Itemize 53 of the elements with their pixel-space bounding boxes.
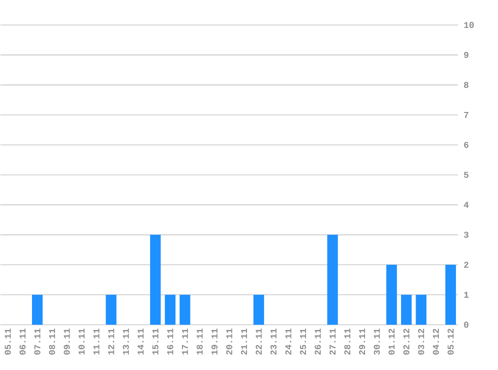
y-tick-label: 2: [464, 262, 468, 268]
x-tick-label: 03.12: [418, 328, 424, 355]
bar: [327, 234, 338, 325]
bar: [401, 294, 412, 325]
x-tick-label: 12.11: [108, 328, 114, 355]
bar: [32, 294, 43, 325]
y-tick-label: 4: [464, 202, 469, 208]
x-tick-label: 20.11: [226, 328, 232, 355]
x-tick-label: 02.12: [403, 328, 410, 355]
x-tick-label: 10.11: [78, 328, 85, 355]
x-tick-label: 21.11: [240, 328, 247, 355]
x-tick-label: 24.11: [285, 328, 292, 355]
x-tick-label: 15.11: [152, 328, 158, 355]
x-tick-label: 26.11: [314, 328, 321, 355]
x-tick-label: 18.11: [196, 328, 203, 355]
x-tick-label: 05.11: [4, 328, 11, 355]
x-tick-label: 16.11: [167, 328, 174, 355]
x-tick-label: 05.12: [448, 328, 454, 355]
x-tick-label: 14.11: [138, 328, 144, 355]
y-tick-label: 0: [464, 322, 468, 328]
bar: [416, 294, 426, 325]
x-tick-label: 08.11: [49, 328, 56, 355]
y-tick-label: 3: [464, 232, 468, 238]
bar: [253, 294, 264, 325]
y-tick-label: 8: [464, 82, 468, 88]
y-tick-label: 5: [464, 172, 468, 178]
x-tick-label: 30.11: [374, 328, 380, 355]
bar: [445, 264, 456, 325]
y-tick-label: 6: [464, 142, 468, 148]
bar: [150, 234, 161, 325]
y-tick-label: 1: [464, 292, 469, 298]
x-tick-label: 25.11: [300, 328, 306, 355]
x-tick-label: 01.12: [388, 328, 395, 355]
y-tick-label: 9: [464, 52, 468, 58]
bar: [106, 294, 116, 325]
bar: [180, 294, 190, 325]
x-tick-label: 19.11: [211, 328, 218, 355]
x-tick-label: 17.11: [182, 328, 188, 355]
x-tick-label: 27.11: [330, 328, 336, 355]
x-tick-label: 28.11: [344, 328, 350, 355]
y-tick-label: 10: [464, 22, 474, 28]
x-tick-label: 29.11: [359, 328, 366, 355]
x-tick-label: 22.11: [256, 328, 262, 355]
x-tick-label: 06.11: [20, 328, 26, 355]
bar: [386, 264, 397, 325]
bar: [164, 294, 176, 325]
x-tick-label: 23.11: [270, 328, 277, 355]
x-tick-label: 04.12: [432, 328, 439, 355]
x-tick-label: 09.11: [64, 328, 70, 355]
x-tick-label: 13.11: [122, 328, 129, 355]
x-tick-label: 07.11: [34, 328, 40, 355]
x-tick-label: 11.11: [93, 328, 100, 355]
y-tick-label: 7: [464, 112, 468, 118]
